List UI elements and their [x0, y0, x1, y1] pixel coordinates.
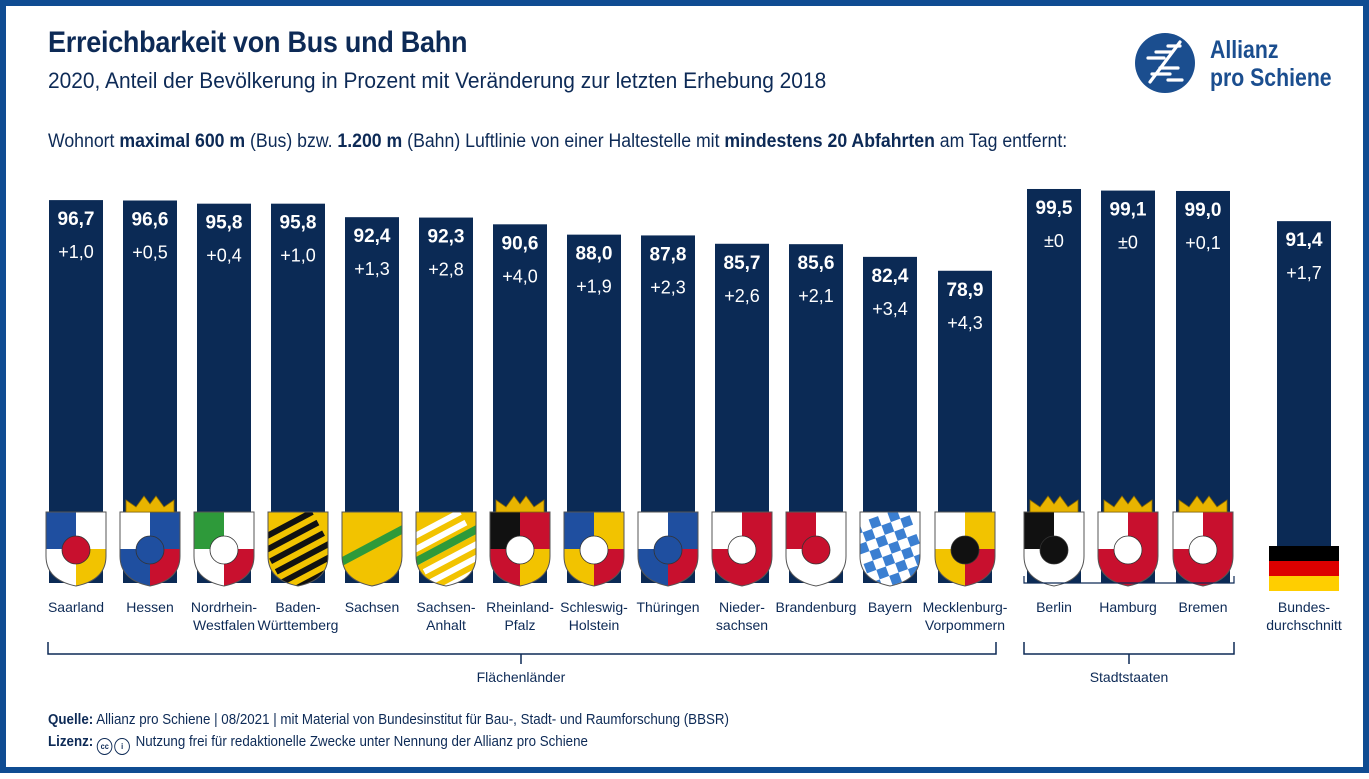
attribution-icon: i: [114, 738, 131, 755]
value-label-2: 95,8: [206, 213, 243, 234]
category-label-8-0: Thüringen: [636, 599, 699, 615]
change-label-4: +1,3: [354, 259, 390, 279]
value-label-5: 92,3: [428, 227, 465, 248]
change-label-6: +4,0: [502, 266, 538, 286]
category-label-10-0: Brandenburg: [776, 599, 857, 615]
category-label-3-0: Baden-: [275, 599, 320, 615]
change-label-15: +0,1: [1185, 233, 1221, 253]
value-label-11: 82,4: [872, 266, 909, 287]
change-label-11: +3,4: [872, 299, 908, 319]
logo-text-line2: pro Schiene: [1210, 64, 1332, 92]
allianz-pro-schiene-logo: Allianz pro Schiene: [1134, 30, 1349, 100]
category-label-7-0: Schleswig-: [560, 599, 628, 615]
brandenburg-coat-of-arms-icon: [785, 511, 847, 587]
cc-icon: cc: [96, 738, 113, 755]
category-label-5-1: Anhalt: [426, 617, 466, 633]
value-label-7: 88,0: [576, 244, 613, 265]
category-label-14-0: Hamburg: [1099, 599, 1157, 615]
value-label-15: 99,0: [1185, 200, 1222, 221]
value-label-1: 96,6: [132, 209, 169, 230]
value-label-10: 85,6: [798, 253, 835, 274]
category-label-12-1: Vorpommern: [925, 617, 1005, 633]
bar-16: [1277, 221, 1331, 583]
change-label-8: +2,3: [650, 277, 686, 297]
berlin-coat-of-arms-icon: [1023, 495, 1085, 587]
mv-coat-of-arms-icon: [934, 511, 996, 587]
category-label-9-0: Nieder-: [719, 599, 765, 615]
category-label-13-0: Berlin: [1036, 599, 1072, 615]
bayern-coat-of-arms-icon: [859, 511, 921, 587]
value-label-6: 90,6: [502, 233, 539, 254]
category-label-5-0: Sachsen-: [416, 599, 475, 615]
bw-coat-of-arms-icon: [267, 511, 329, 587]
change-label-3: +1,0: [280, 246, 316, 266]
category-label-15-0: Bremen: [1178, 599, 1227, 615]
sh-coat-of-arms-icon: [563, 511, 625, 587]
nrw-coat-of-arms-icon: [193, 511, 255, 587]
value-label-9: 85,7: [724, 253, 761, 274]
hessen-coat-of-arms-icon: [119, 495, 181, 587]
change-label-2: +0,4: [206, 246, 242, 266]
source-note: Quelle: Allianz pro Schiene | 08/2021 | …: [48, 712, 729, 728]
sachsen-coat-of-arms-icon: [341, 511, 403, 587]
group-label-1: Stadtstaaten: [1090, 669, 1169, 685]
category-label-3-1: Württemberg: [258, 617, 339, 633]
category-label-12-0: Mecklenburg-: [923, 599, 1008, 615]
change-label-16: +1,7: [1286, 263, 1322, 283]
value-label-8: 87,8: [650, 244, 687, 265]
rail-logo-icon: [1135, 33, 1195, 93]
niedersachsen-coat-of-arms-icon: [711, 511, 773, 587]
change-label-12: +4,3: [947, 313, 983, 333]
category-label-9-1: sachsen: [716, 617, 768, 633]
value-label-13: 99,5: [1036, 198, 1073, 219]
category-label-6-1: Pfalz: [504, 617, 535, 633]
group-bracket-0: [47, 642, 997, 664]
group-label-0: Flächenländer: [477, 669, 566, 685]
value-label-14: 99,1: [1110, 200, 1147, 221]
change-label-9: +2,6: [724, 286, 760, 306]
change-label-0: +1,0: [58, 242, 94, 262]
chart-intro: Wohnort maximal 600 m (Bus) bzw. 1.200 m…: [48, 131, 1068, 152]
logo-text-line1: Allianz: [1210, 36, 1279, 64]
value-label-4: 92,4: [354, 226, 391, 247]
chart-subtitle: 2020, Anteil der Bevölkerung in Prozent …: [48, 68, 827, 93]
change-label-1: +0,5: [132, 242, 168, 262]
rlp-coat-of-arms-icon: [489, 495, 551, 587]
group-bracket-1: [1023, 642, 1235, 664]
category-label-11-0: Bayern: [868, 599, 912, 615]
category-label-2-1: Westfalen: [193, 617, 255, 633]
sachsen-anhalt-coat-of-arms-icon: [415, 511, 477, 587]
category-label-16-1: durchschnitt: [1266, 617, 1342, 633]
stadtstaaten-baseline: [1023, 576, 1235, 584]
chart-title: Erreichbarkeit von Bus und Bahn: [48, 26, 468, 59]
change-label-14: ±0: [1118, 233, 1138, 253]
germany-flag-icon: [1269, 546, 1339, 591]
value-label-0: 96,7: [58, 209, 95, 230]
category-label-1-0: Hessen: [126, 599, 173, 615]
hamburg-coat-of-arms-icon: [1097, 495, 1159, 587]
category-label-6-0: Rheinland-: [486, 599, 554, 615]
category-label-0-0: Saarland: [48, 599, 104, 615]
thueringen-coat-of-arms-icon: [637, 511, 699, 587]
value-label-16: 91,4: [1286, 230, 1323, 251]
category-label-2-0: Nordrhein-: [191, 599, 257, 615]
license-note: Lizenz: cc i Nutzung frei für redaktionel…: [48, 734, 588, 755]
category-label-16-0: Bundes-: [1278, 599, 1330, 615]
saarland-coat-of-arms-icon: [45, 511, 107, 587]
change-label-10: +2,1: [798, 286, 834, 306]
category-label-7-1: Holstein: [569, 617, 620, 633]
change-label-5: +2,8: [428, 260, 464, 280]
change-label-13: ±0: [1044, 231, 1064, 251]
change-label-7: +1,9: [576, 277, 612, 297]
category-label-4-0: Sachsen: [345, 599, 399, 615]
bremen-coat-of-arms-icon: [1172, 495, 1234, 587]
value-label-12: 78,9: [947, 280, 984, 301]
bar-chart: 96,7 +1,0 Saarland 96,6 +0,5 Hessen 95,8 +0,4 No…: [45, 188, 1342, 685]
value-label-3: 95,8: [280, 213, 317, 234]
